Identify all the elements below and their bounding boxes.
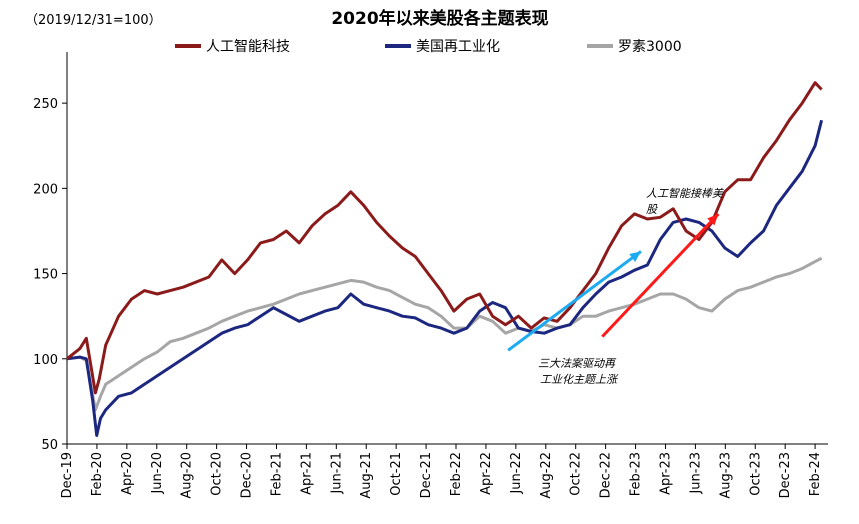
x-tick-label: Oct-23 — [748, 452, 763, 496]
series-group — [66, 81, 824, 437]
annotation-text: 人工智能接棒美 — [646, 187, 724, 200]
y-tick-label: 200 — [33, 182, 58, 197]
x-tick-label: Feb-21 — [269, 452, 284, 496]
x-tick-label: Feb-20 — [90, 452, 105, 496]
x-tick-label: Aug-20 — [180, 452, 195, 499]
x-tick-label: Aug-23 — [718, 452, 733, 499]
x-tick-label: Aug-22 — [539, 452, 554, 499]
chart-title: 2020年以来美股各主题表现 — [331, 8, 548, 29]
annotation-arrow — [507, 250, 642, 352]
x-tick-label: Feb-22 — [449, 452, 464, 496]
chart-subtitle: （2019/12/31=100） — [25, 13, 162, 28]
x-tick-label: Oct-22 — [569, 452, 584, 496]
series-line — [66, 256, 823, 412]
axes: 50 100 150 200 250 Dec-19 Feb-20 Apr-20 Jun-20 Au… — [33, 52, 828, 499]
annotation-text: 三大法案驱动再 — [538, 357, 617, 370]
x-tick-label: Jun-21 — [329, 452, 344, 495]
x-tick-label: Jun-23 — [688, 452, 703, 495]
legend-label: 罗素3000 — [618, 39, 682, 55]
x-tick-label: Apr-20 — [120, 452, 135, 495]
x-tick-label: Dec-21 — [419, 452, 434, 498]
series-line — [66, 81, 823, 395]
y-tick-label: 50 — [41, 438, 58, 453]
annotation-arrowhead — [629, 251, 641, 262]
x-tick-label: Feb-24 — [808, 452, 823, 496]
legend-label: 人工智能科技 — [206, 39, 290, 55]
x-tick-label: Dec-23 — [778, 452, 793, 498]
annotation-text: 工业化主题上涨 — [540, 373, 619, 386]
x-tick-label: Dec-20 — [240, 452, 255, 498]
annotation-arrowhead — [707, 213, 719, 226]
x-tick-label: Oct-20 — [210, 452, 225, 496]
x-tick-label: Jun-20 — [150, 452, 165, 495]
x-tick-label: Jun-22 — [509, 452, 524, 495]
x-tick-label: Aug-21 — [359, 452, 374, 499]
legend: 人工智能科技 美国再工业化 罗素3000 — [175, 39, 682, 55]
annotation-arrow — [601, 212, 720, 338]
x-tick-label: Apr-21 — [299, 452, 314, 495]
series-line — [66, 119, 824, 437]
y-tick-label: 100 — [33, 353, 58, 368]
annotation-text: 股 — [646, 203, 658, 216]
x-tick-label: Dec-22 — [599, 452, 614, 498]
x-tick-label: Apr-23 — [658, 452, 673, 495]
x-tick-label: Dec-19 — [60, 452, 75, 498]
x-tick-label: Oct-21 — [389, 452, 404, 496]
y-tick-label: 150 — [33, 268, 58, 283]
y-tick-label: 250 — [33, 97, 58, 112]
x-tick-label: Apr-22 — [479, 452, 494, 495]
x-tick-label: Feb-23 — [629, 452, 644, 496]
legend-label: 美国再工业化 — [416, 39, 500, 55]
